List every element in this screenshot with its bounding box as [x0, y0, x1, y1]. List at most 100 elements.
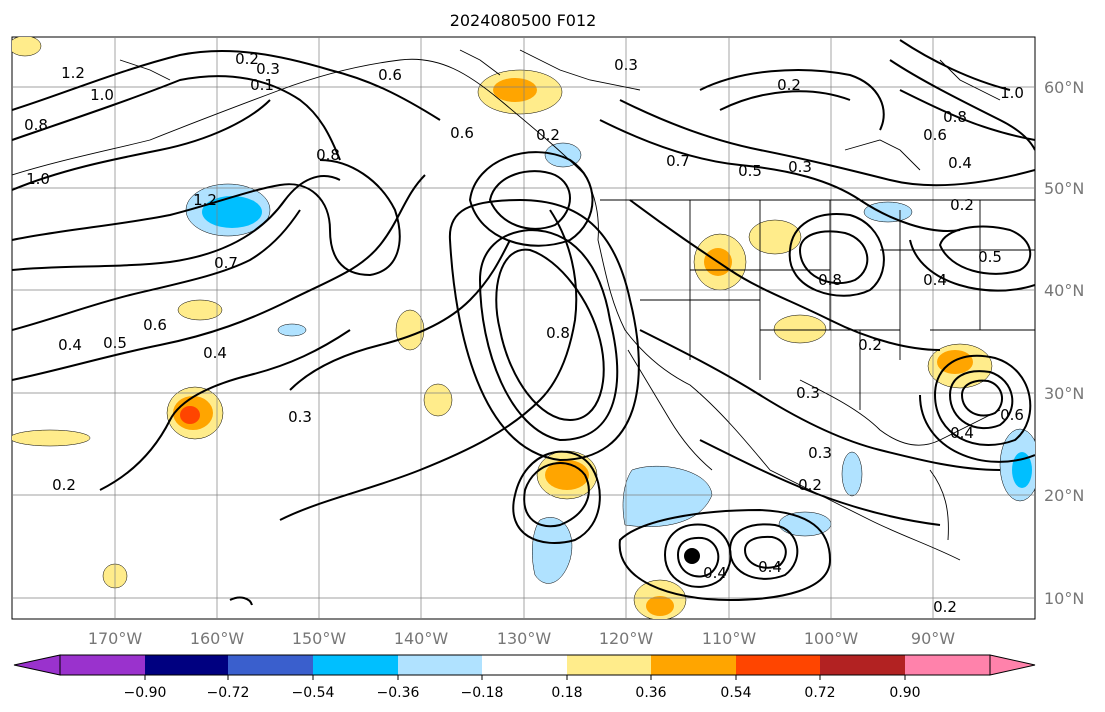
- colorbar-frame: [59, 654, 991, 676]
- lon-label: 130°W: [497, 629, 552, 648]
- colorbar-extend-high: [989, 654, 1036, 676]
- lon-label: 110°W: [702, 629, 757, 648]
- positive-area: [177, 299, 223, 321]
- negative-area: [841, 451, 863, 497]
- contour-label: 0.3: [808, 444, 832, 462]
- lat-label: 10°N: [1044, 589, 1084, 608]
- colorbar: −0.90 −0.72 −0.54 −0.36 −0.18 0.18 0.36 …: [13, 654, 1036, 701]
- negative-area: [778, 511, 832, 537]
- contour-label: 0.5: [978, 248, 1002, 266]
- contour-label: 0.8: [818, 271, 842, 289]
- positive-area: [12, 37, 42, 57]
- negative-area: [863, 201, 913, 223]
- colorbar-tick: −0.72: [207, 685, 250, 701]
- lat-label: 60°N: [1044, 78, 1084, 97]
- colorbar-tick: −0.18: [461, 685, 504, 701]
- colorbar-segment: [736, 655, 820, 675]
- contour-label: 0.6: [450, 124, 474, 142]
- contour-label: 0.4: [948, 154, 972, 172]
- positive-area: [773, 314, 827, 344]
- contour-label: 0.8: [546, 324, 570, 342]
- contour-label: 0.2: [235, 50, 259, 68]
- map-frame: [11, 36, 1036, 620]
- contour-label: 0.1: [250, 76, 274, 94]
- lon-label: 160°W: [190, 629, 245, 648]
- contour-label: 0.2: [950, 196, 974, 214]
- colorbar-tick: −0.90: [124, 685, 167, 701]
- contour-label: 0.2: [933, 598, 957, 616]
- contour-label: 0.8: [943, 108, 967, 126]
- colorbar-segment: [905, 655, 990, 675]
- contour-label: 0.7: [214, 254, 238, 272]
- positive-core: [646, 596, 674, 616]
- lon-label: 140°W: [394, 629, 449, 648]
- negative-area: [622, 465, 713, 527]
- contour-label: 0.2: [52, 476, 76, 494]
- latitude-labels: 60°N 50°N 40°N 30°N 20°N 10°N: [1044, 78, 1084, 608]
- lat-label: 40°N: [1044, 281, 1084, 300]
- center-dot: [684, 548, 700, 564]
- colorbar-extend-low: [13, 654, 61, 676]
- lat-label: 30°N: [1044, 384, 1084, 403]
- contour-label: 0.5: [738, 162, 762, 180]
- contour-label: 0.3: [256, 60, 280, 78]
- lat-label: 50°N: [1044, 179, 1084, 198]
- lon-label: 100°W: [804, 629, 859, 648]
- colorbar-segment: [313, 655, 398, 675]
- contour-label: 0.2: [858, 336, 882, 354]
- contour-label: 1.0: [90, 86, 114, 104]
- colorbar-tick: −0.54: [292, 685, 335, 701]
- colorbar-tick: 0.72: [804, 685, 835, 701]
- colorbar-tick: 0.18: [551, 685, 582, 701]
- contour-label: 0.4: [203, 344, 227, 362]
- positive-peak: [180, 406, 200, 424]
- contour-label: 0.4: [58, 336, 82, 354]
- contour-label: 1.2: [61, 64, 85, 82]
- contour-label: 1.0: [26, 170, 50, 188]
- map-title: 2024080500 F012: [450, 11, 597, 30]
- contour-label: 0.3: [614, 56, 638, 74]
- lat-label: 20°N: [1044, 486, 1084, 505]
- contour-label: 0.3: [788, 158, 812, 176]
- gridlines: [12, 37, 1035, 619]
- contour-label: 0.3: [288, 408, 312, 426]
- contour-label: 0.4: [703, 564, 727, 582]
- contour-lines: [12, 39, 1035, 606]
- positive-core: [493, 78, 537, 102]
- colorbar-segment: [820, 655, 905, 675]
- colorbar-tick: −0.36: [377, 685, 420, 701]
- colorbar-segment: [651, 655, 736, 675]
- colorbar-segment: [398, 655, 482, 675]
- map-panel: 1.2 1.0 0.8 1.0 0.2 0.3 0.1 0.6 0.3 0.2 …: [11, 36, 1084, 648]
- colorbar-segment: [482, 655, 567, 675]
- positive-area: [12, 429, 91, 447]
- lon-label: 120°W: [599, 629, 654, 648]
- contour-label: 0.6: [1000, 406, 1024, 424]
- contour-label: 0.4: [758, 558, 782, 576]
- contour-label: 1.2: [193, 191, 217, 209]
- contour-labels: 1.2 1.0 0.8 1.0 0.2 0.3 0.1 0.6 0.3 0.2 …: [24, 50, 1024, 616]
- positive-area: [748, 219, 802, 255]
- contour-label: 0.2: [536, 126, 560, 144]
- negative-area: [277, 323, 307, 337]
- contour-label: 0.4: [950, 424, 974, 442]
- contour-label: 0.2: [777, 76, 801, 94]
- contour-label: 0.6: [143, 316, 167, 334]
- contour-label: 0.6: [923, 126, 947, 144]
- colorbar-segment: [567, 655, 651, 675]
- contour-label: 0.2: [798, 476, 822, 494]
- contour-label: 0.6: [378, 66, 402, 84]
- colorbar-tick: 0.36: [635, 685, 666, 701]
- contour-label: 1.0: [1000, 84, 1024, 102]
- contour-label: 0.4: [923, 271, 947, 289]
- colorbar-segment: [60, 655, 145, 675]
- colorbar-tick: 0.90: [889, 685, 920, 701]
- colorbar-tick: 0.54: [720, 685, 751, 701]
- positive-area: [395, 309, 425, 351]
- contour-label: 0.5: [103, 334, 127, 352]
- lon-label: 170°W: [88, 629, 143, 648]
- colorbar-segment: [228, 655, 313, 675]
- positive-area: [423, 383, 453, 417]
- colorbar-segment: [145, 655, 228, 675]
